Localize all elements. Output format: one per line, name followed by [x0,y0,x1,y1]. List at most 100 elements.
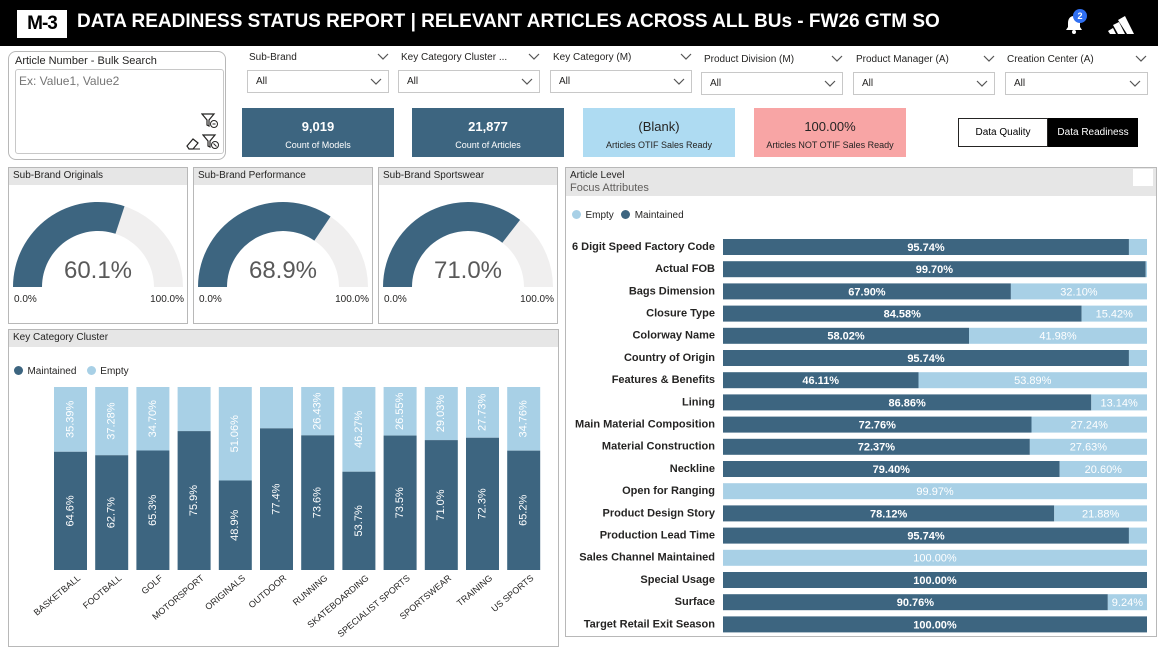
bar-segment-maintained[interactable] [54,451,87,570]
bar-segment-maintained[interactable] [218,480,252,570]
bar-segment-maintained[interactable] [723,527,1129,544]
slicer-value: All [559,76,571,87]
bar-segment-empty[interactable] [177,387,211,432]
category-tick-label: Lining [682,396,715,408]
gauge-fill [198,202,331,287]
slicer-label-sub-brand: Sub-Brand [249,52,297,63]
clear-filter-icon[interactable] [202,134,220,150]
data-label: 51.06% [229,415,241,453]
slicer-dropdown-creation-center[interactable]: All [1005,72,1148,95]
bar-segment-empty[interactable] [95,387,129,456]
bar-segment-maintained[interactable] [383,435,417,570]
slicer-dropdown-sub-brand[interactable]: All [247,70,389,93]
bar-segment-maintained[interactable] [95,455,129,570]
category-tick-label: Surface [675,596,715,608]
bar-segment-maintained[interactable] [342,471,376,570]
bar-segment-maintained[interactable] [723,261,1146,278]
bar-segment-maintained[interactable] [723,327,970,344]
bar-segment-empty[interactable] [969,327,1147,344]
bar-segment-maintained[interactable] [723,372,919,389]
focus-mode-button[interactable] [1133,169,1153,186]
bar-segment-maintained[interactable] [177,431,211,570]
data-label: 77.4% [270,483,282,514]
bar-segment-empty[interactable] [1031,416,1147,433]
eraser-icon[interactable] [185,136,201,150]
bar-segment-empty[interactable] [136,387,170,451]
bar-segment-maintained[interactable] [301,435,335,570]
bar-segment-empty[interactable] [1059,461,1147,477]
category-tick-label: Open for Ranging [622,485,715,497]
bar-segment-maintained[interactable] [723,350,1129,366]
slicer-dropdown-key-category-cluster[interactable]: All [398,70,540,93]
slicer-dropdown-product-manager[interactable]: All [853,72,995,95]
chevron-down-icon[interactable] [680,53,692,61]
bar-segment-maintained[interactable] [723,305,1082,322]
slicer-label-creation-center: Creation Center (A) [1007,54,1094,65]
bar-segment-maintained[interactable] [723,283,1011,300]
stacked-column-chart: 64.6% 35.39% BASKETBALL 62.7% 37.28% FOOTBALL… [32,387,541,639]
bar-segment-empty[interactable] [1128,239,1147,255]
bar-segment-maintained[interactable] [723,394,1092,411]
chevron-down-icon[interactable] [377,53,389,61]
kpi-value: 9,019 [301,119,335,134]
data-label: 72.3% [476,488,488,519]
data-label: 53.89% [1014,375,1052,387]
bar-segment-empty[interactable] [218,387,252,481]
bar-segment-maintained[interactable] [723,461,1060,477]
bar-segment-maintained[interactable] [723,572,1147,588]
data-quality-toggle-button[interactable]: Data Quality [958,118,1048,147]
apply-filter-icon[interactable] [201,113,219,129]
bar-segment-empty[interactable] [260,387,293,429]
panel-header: Article Level Focus Attributes [566,168,1156,196]
slicer-dropdown-key-category[interactable]: All [550,70,692,93]
bar-segment-empty[interactable] [466,387,499,438]
chevron-down-icon[interactable] [528,53,540,61]
bar-segment-empty[interactable] [424,387,458,441]
chevron-down-icon[interactable] [831,55,843,63]
bar-segment-empty[interactable] [723,483,1147,500]
category-tick-label: ORIGINALS [203,573,247,612]
bar-segment-empty[interactable] [1145,261,1147,278]
data-label: 27.73% [476,393,488,431]
bar-segment-maintained[interactable] [723,616,1147,633]
gauge-min-label: 0.0% [384,294,407,305]
bar-segment-maintained[interactable] [723,594,1108,611]
bar-segment-empty[interactable] [54,387,87,452]
chevron-down-icon[interactable] [1135,55,1147,63]
slicer-dropdown-product-division[interactable]: All [701,72,843,95]
chevron-down-icon[interactable] [983,55,995,63]
bar-segment-maintained[interactable] [136,450,170,570]
bar-segment-maintained[interactable] [507,450,541,570]
panel-title: Article Level [570,170,625,181]
bar-segment-empty[interactable] [1010,283,1147,300]
bar-segment-empty[interactable] [1054,505,1147,522]
bar-segment-empty[interactable] [1107,594,1147,611]
data-label: 35.39% [64,401,76,439]
bar-segment-empty[interactable] [383,387,417,436]
bar-segment-empty[interactable] [1081,305,1147,322]
bar-segment-maintained[interactable] [723,505,1055,522]
bar-segment-empty[interactable] [1091,394,1147,411]
bar-segment-maintained[interactable] [260,428,293,570]
bar-segment-maintained[interactable] [723,438,1030,455]
bar-segment-maintained[interactable] [723,239,1129,255]
slicer-label-product-division: Product Division (M) [704,54,795,65]
bulk-search-input[interactable] [15,69,224,154]
bar-segment-empty[interactable] [301,387,335,436]
data-label: 72.37% [858,442,896,454]
bar-segment-empty[interactable] [1128,527,1147,544]
bar-segment-empty[interactable] [507,387,541,451]
bar-segment-empty[interactable] [1029,438,1147,455]
chart-legend: Maintained Empty [14,361,129,379]
bar-segment-maintained[interactable] [424,440,458,570]
bar-segment-empty[interactable] [1128,350,1147,366]
data-label: 100.00% [913,619,957,631]
panel-title: Sub-Brand Performance [194,168,372,185]
bar-segment-maintained[interactable] [723,416,1032,433]
bar-segment-empty[interactable] [918,372,1147,389]
data-readiness-toggle-button[interactable]: Data Readiness [1048,118,1138,147]
bar-segment-empty[interactable] [342,387,376,472]
bar-segment-maintained[interactable] [466,437,499,570]
bar-segment-empty[interactable] [723,549,1147,566]
gauge-chart [13,202,183,287]
